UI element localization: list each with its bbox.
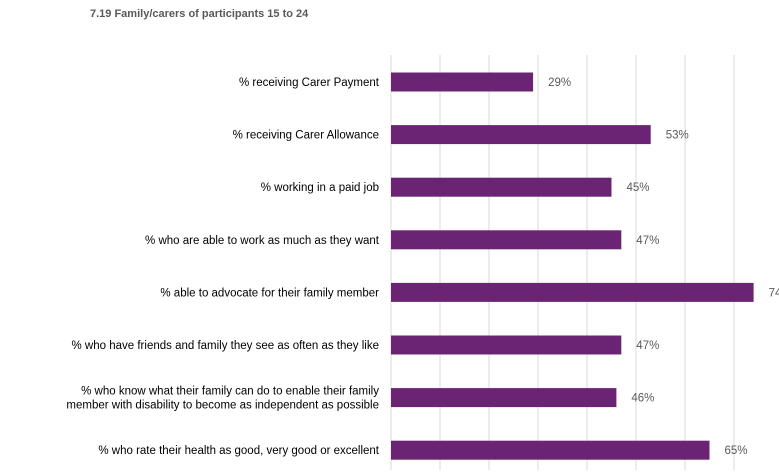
category-label: % who have friends and family they see a… <box>72 340 379 352</box>
data-label: 46% <box>631 393 654 405</box>
category-label: % able to advocate for their family memb… <box>160 287 379 299</box>
bar <box>391 335 622 355</box>
data-label: 53% <box>666 130 689 142</box>
data-label: 47% <box>636 235 659 247</box>
category-label: % receiving Carer Payment <box>239 77 380 89</box>
data-label: 74% <box>769 287 779 299</box>
data-label: 47% <box>636 340 659 352</box>
bar <box>391 125 651 145</box>
bar <box>391 72 534 92</box>
bar <box>391 282 754 302</box>
chart-title: 7.19 Family/carers of participants 15 to… <box>90 8 309 20</box>
category-label: % working in a paid job <box>261 182 379 194</box>
category-label: % who rate their health as good, very go… <box>98 445 379 457</box>
bars <box>391 72 754 460</box>
bar <box>391 230 622 250</box>
category-label: % who know what their family can do to e… <box>66 386 379 412</box>
gridlines <box>390 55 735 470</box>
category-label: % receiving Carer Allowance <box>233 130 379 142</box>
category-label: % who are able to work as much as they w… <box>145 235 380 247</box>
bar <box>391 388 617 408</box>
bar <box>391 177 612 197</box>
category-labels: % receiving Carer Payment % receiving Car… <box>66 77 379 457</box>
data-label: 29% <box>548 77 571 89</box>
value-labels: 29% 53% 45% 47% 74% 47% 46% 65% <box>548 77 779 457</box>
bar <box>391 440 710 460</box>
data-label: 45% <box>627 182 650 194</box>
data-label: 65% <box>725 445 748 457</box>
